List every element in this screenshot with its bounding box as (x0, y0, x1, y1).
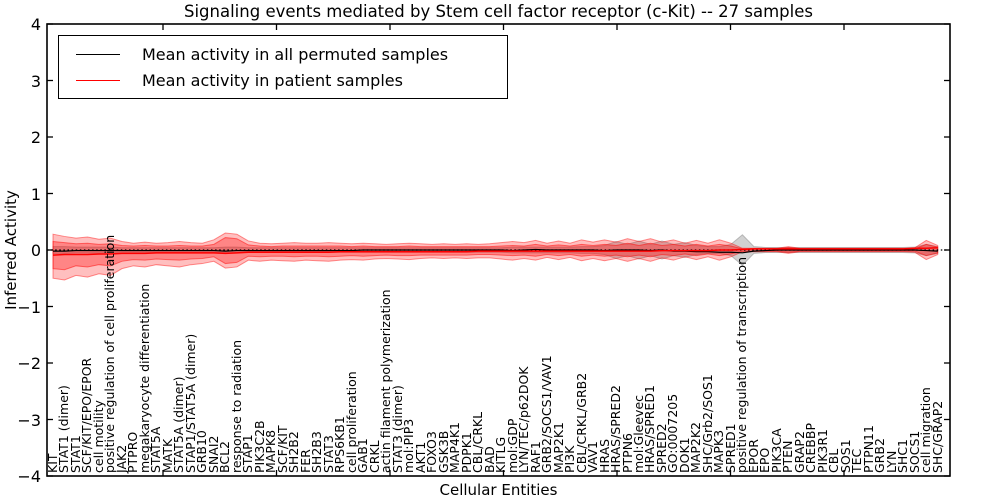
legend-entry-patient: Mean activity in patient samples (76, 71, 507, 90)
legend-label: Mean activity in all permuted samples (142, 44, 449, 64)
y-tick-label: −4 (17, 467, 41, 486)
series-line-0 (53, 248, 938, 254)
legend-label: Mean activity in patient samples (142, 70, 403, 90)
series-line-1 (52, 246, 938, 256)
y-tick-label: 2 (30, 128, 41, 147)
y-tick-label: −2 (17, 354, 41, 373)
y-tick-label: −3 (17, 410, 41, 430)
band-patient-range-outer (52, 232, 939, 281)
legend: Mean activity in all permuted samples Me… (58, 35, 508, 99)
x-axis-label: Cellular Entities (439, 481, 558, 499)
y-tick-label: −1 (17, 297, 41, 317)
x-tick-label: positive regulation of cell proliferatio… (102, 234, 118, 473)
band-patient-range-inner (52, 237, 939, 271)
y-tick-label: 1 (30, 184, 41, 204)
permuted-mean-line-sample (76, 53, 120, 55)
y-tick-label: 4 (30, 15, 41, 34)
y-tick-label: 0 (30, 241, 41, 260)
x-tick-label: SHC/GRAP2 (929, 400, 945, 473)
legend-entry-permuted: Mean activity in all permuted samples (76, 45, 507, 64)
chart-title: Signaling events mediated by Stem cell f… (184, 2, 813, 21)
patient-mean-line-sample (76, 79, 120, 81)
y-tick-label: 3 (30, 71, 41, 91)
